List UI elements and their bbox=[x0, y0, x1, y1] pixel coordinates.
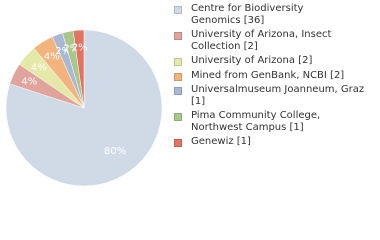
legend-item: Centre for Biodiversity Genomics [36] bbox=[174, 3, 380, 26]
legend: Centre for Biodiversity Genomics [36] Uni… bbox=[174, 3, 380, 151]
legend-item: University of Arizona, Insect Collection… bbox=[174, 29, 380, 52]
pie-slice bbox=[72, 29, 85, 109]
legend-swatch bbox=[174, 139, 182, 147]
legend-label: Genewiz [1] bbox=[191, 136, 251, 147]
legend-item: University of Arizona [2] bbox=[174, 55, 380, 67]
legend-item: Universalmuseum Joanneum, Graz [1] bbox=[174, 84, 380, 107]
legend-label: Centre for Biodiversity Genomics [36] bbox=[191, 3, 304, 26]
slice-label: 2% bbox=[55, 46, 71, 57]
slice-label: 2% bbox=[63, 43, 79, 54]
legend-swatch bbox=[174, 87, 182, 95]
legend-swatch bbox=[174, 113, 182, 121]
slice-label: 80% bbox=[104, 146, 126, 157]
slice-label: 4% bbox=[31, 62, 47, 73]
legend-label: University of Arizona, Insect Collection… bbox=[191, 29, 332, 52]
legend-item: Mined from GenBank, NCBI [2] bbox=[174, 70, 380, 82]
slice-label: 4% bbox=[44, 51, 60, 62]
legend-item: Genewiz [1] bbox=[174, 136, 380, 148]
legend-swatch bbox=[174, 32, 182, 40]
slice-label: 2% bbox=[72, 42, 88, 53]
legend-swatch bbox=[174, 72, 182, 81]
legend-swatch bbox=[174, 58, 182, 66]
legend-label: University of Arizona [2] bbox=[191, 55, 313, 66]
legend-label: Mined from GenBank, NCBI [2] bbox=[191, 69, 345, 81]
legend-item: Pima Community College, Northwest Campus… bbox=[174, 110, 380, 133]
legend-swatch bbox=[174, 6, 182, 14]
slice-label: 4% bbox=[21, 76, 37, 87]
legend-label: Universalmuseum Joanneum, Graz [1] bbox=[191, 84, 365, 107]
legend-label: Pima Community College, Northwest Campus… bbox=[191, 110, 321, 133]
